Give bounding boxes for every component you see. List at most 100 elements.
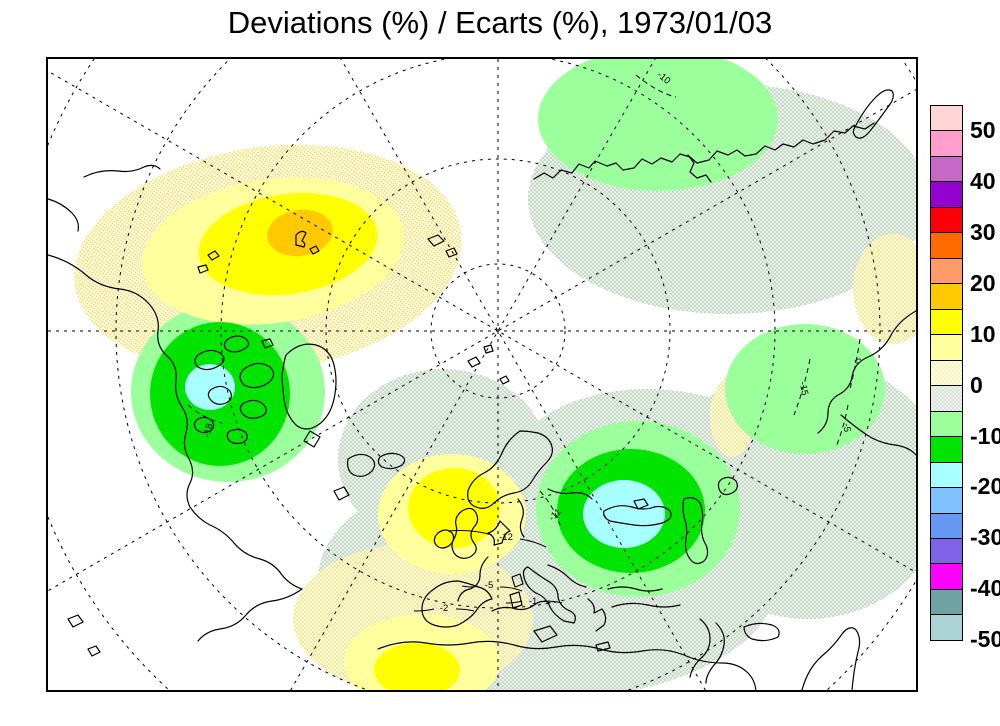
coastline-path	[226, 428, 248, 445]
meridian-line	[340, 59, 706, 690]
coastline-path	[533, 122, 875, 180]
colorbar-band	[931, 488, 962, 514]
coastline-path	[682, 497, 709, 565]
coastline-path	[687, 154, 712, 183]
colorbar-band	[931, 615, 962, 640]
colorbar-band	[931, 589, 962, 616]
coastline-path	[547, 564, 587, 588]
colorbar-band	[931, 106, 962, 132]
colorbar-band	[931, 182, 962, 208]
coastline-path	[547, 488, 593, 500]
coastline-path	[517, 498, 525, 538]
contour-line	[187, 404, 223, 424]
colorbar-band	[931, 538, 962, 565]
contour-value-label: -2	[440, 603, 448, 614]
colorbar-tick-label: 30	[970, 219, 996, 246]
colorbar-tick-label: -20	[970, 473, 1000, 500]
coastline-path	[223, 335, 250, 353]
coastline-path	[377, 640, 757, 690]
contour-line	[519, 538, 547, 548]
colorbar-band	[931, 284, 962, 310]
coastline-path	[587, 598, 607, 632]
colorbar-tick-label: -10	[970, 422, 1000, 449]
coastline-path	[421, 580, 493, 628]
coastline-path	[67, 614, 101, 657]
meridian-line	[48, 70, 916, 573]
colorbar-tick-label: -40	[970, 575, 1000, 602]
contour-line	[835, 404, 849, 448]
coastline-path	[451, 507, 479, 559]
colorbar-band	[931, 360, 962, 387]
coastline-path	[852, 89, 894, 139]
coastline-path	[633, 498, 649, 510]
contour-value-label: -15	[797, 381, 810, 396]
region-cyan-left-core	[185, 364, 235, 410]
coastline-path	[194, 349, 225, 371]
colorbar-band	[931, 437, 962, 463]
coastline-path	[427, 234, 458, 258]
coastline-path	[840, 414, 916, 456]
coastline-path	[197, 230, 320, 274]
coastline-path	[303, 430, 321, 448]
coastline-path	[193, 416, 215, 434]
coastlines	[48, 89, 916, 690]
coastline-path	[239, 362, 275, 389]
coastline-path	[705, 622, 725, 684]
contour-line	[635, 74, 677, 98]
colorbar-band	[931, 386, 962, 412]
colorbar	[930, 105, 963, 641]
coastline-path	[533, 625, 558, 643]
region-gold-upper-left-core	[267, 209, 333, 257]
map-panel: -10 -18 -11 -12 -15 0 -5 -5 -2 -1	[46, 57, 918, 692]
colorbar-band	[931, 131, 962, 157]
colorbar-band	[931, 207, 962, 234]
map-svg: -10-18-11-12-150-5-5-2-1	[48, 59, 916, 690]
coastline-path	[522, 566, 576, 624]
coastline-path	[347, 453, 376, 477]
colorbar-band	[931, 233, 962, 259]
coastline-path	[717, 476, 738, 496]
coastline-path	[603, 505, 672, 527]
coastline-path	[595, 641, 611, 652]
contour-line	[447, 530, 493, 536]
colorbar-band	[931, 564, 962, 590]
colorbar-band	[931, 309, 962, 336]
anomaly-fills	[74, 59, 916, 690]
coastline-path	[333, 486, 350, 501]
region-yellow-uk	[408, 468, 500, 548]
region-palegreen-top	[538, 59, 778, 191]
colorbar-band	[931, 462, 962, 489]
coastline-path	[801, 627, 861, 690]
coastline-path	[467, 344, 510, 385]
coastline-path	[457, 556, 489, 602]
contour-line	[539, 490, 561, 526]
colorbar-tick-label: 20	[970, 270, 996, 296]
coastline-path	[509, 573, 524, 609]
contour-value-label: -1	[529, 596, 537, 607]
colorbar-band	[931, 258, 962, 285]
region-pos-dotted-right-edge	[853, 234, 916, 344]
colorbar-band	[931, 156, 962, 183]
colorbar-band	[931, 335, 962, 361]
contour-value-label: -12	[499, 532, 513, 543]
meridian-line	[290, 59, 656, 690]
coastline-path	[487, 520, 511, 546]
coastline-path	[48, 198, 79, 232]
colorbar-ticks: 50 40 30 20 10 0 -10 -20 -30 -40 -50	[970, 105, 1000, 651]
coastline-path	[261, 338, 274, 349]
region-yellow-bottom	[374, 643, 460, 690]
contour-line	[849, 338, 861, 390]
contour-value-label: 0	[851, 357, 863, 365]
colorbar-tick-label: 10	[970, 320, 996, 347]
region-palegreen-right	[725, 324, 885, 454]
coastline-path	[743, 622, 780, 642]
coastline-path	[433, 529, 455, 549]
contour-line	[413, 608, 475, 612]
colorbar-band	[931, 411, 962, 438]
colorbar-tick-label: -30	[970, 524, 1000, 551]
contour-line	[793, 358, 811, 416]
colorbar-tick-label: -50	[970, 626, 1000, 652]
contour-value-label: -5	[485, 580, 493, 591]
latitude-circle	[325, 158, 671, 504]
